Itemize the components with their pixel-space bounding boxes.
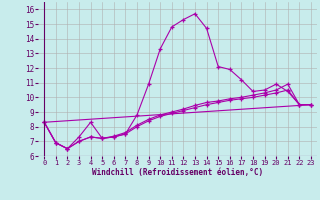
X-axis label: Windchill (Refroidissement éolien,°C): Windchill (Refroidissement éolien,°C) [92,168,263,177]
